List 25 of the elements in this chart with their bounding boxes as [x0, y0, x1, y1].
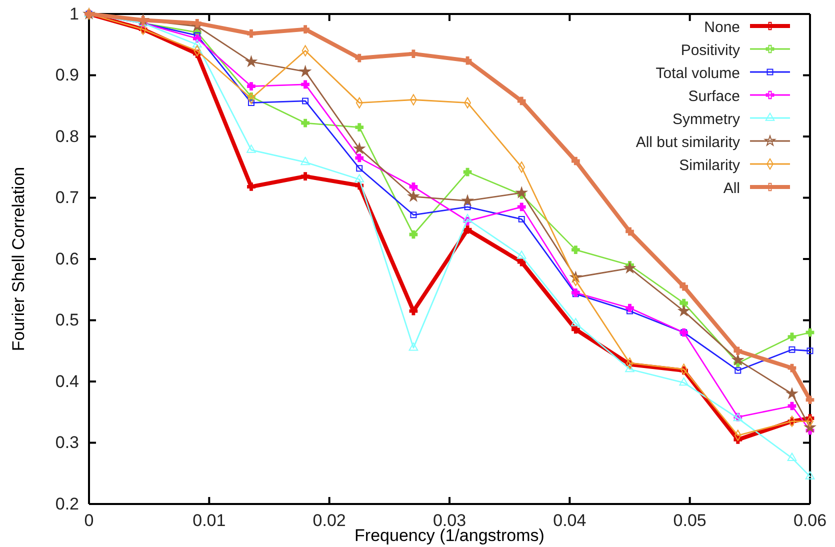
- legend-label: Surface: [688, 88, 740, 105]
- y-tick-label: 0.5: [55, 310, 79, 330]
- y-tick-label: 0.2: [55, 494, 79, 514]
- legend-label: Similarity: [679, 157, 740, 174]
- x-tick-label: 0.04: [553, 511, 586, 530]
- y-tick-label: 1: [70, 4, 79, 24]
- legend-label: All: [723, 180, 740, 197]
- legend-label: All but similarity: [636, 134, 740, 151]
- x-tick-label: 0.01: [192, 511, 226, 530]
- y-tick-label: 0.6: [55, 249, 79, 268]
- x-tick-label: 0.05: [673, 511, 706, 530]
- legend-label: Total volume: [656, 65, 740, 82]
- y-tick-label: 0.3: [55, 433, 79, 452]
- legend-label: None: [704, 19, 740, 36]
- y-axis-title: Fourier Shell Correlation: [9, 166, 28, 352]
- x-tick-label: 0: [84, 511, 94, 530]
- y-tick-label: 0.4: [55, 372, 79, 391]
- x-axis-title: Frequency (1/angstroms): [354, 526, 544, 545]
- x-tick-label: 0.02: [312, 511, 346, 530]
- y-tick-label: 0.7: [55, 188, 79, 208]
- y-tick-label: 0.9: [55, 66, 79, 85]
- x-tick-label: 0.06: [793, 511, 827, 530]
- y-tick-label: 0.8: [55, 126, 79, 146]
- legend-label: Positivity: [680, 42, 740, 59]
- legend-label: Symmetry: [672, 111, 740, 128]
